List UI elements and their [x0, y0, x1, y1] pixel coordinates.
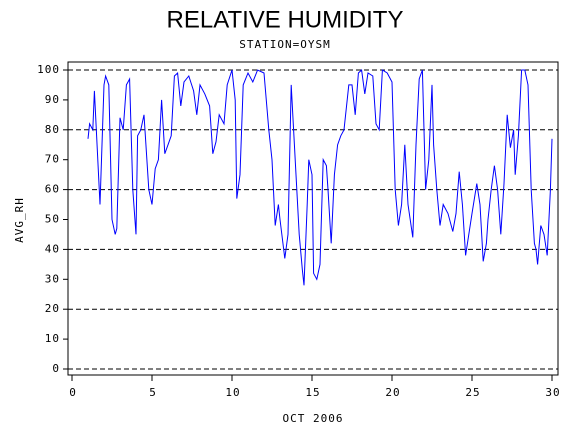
- y-tick-label: 20: [45, 302, 60, 315]
- x-tick-label: 0: [69, 386, 77, 399]
- chart-title: RELATIVE HUMIDITY: [167, 6, 404, 33]
- x-tick-label: 20: [385, 386, 400, 399]
- y-tick-label: 80: [45, 123, 60, 136]
- y-tick-label: 60: [45, 183, 60, 196]
- y-tick-label: 0: [52, 362, 60, 375]
- plot-frame: [67, 61, 559, 376]
- y-tick-label: 10: [45, 332, 60, 345]
- chart-subtitle: STATION=OYSM: [239, 38, 330, 51]
- y-tick-label: 40: [45, 242, 60, 255]
- y-tick-label: 30: [45, 272, 60, 285]
- x-tick-label: 15: [305, 386, 320, 399]
- x-tick-label: 25: [465, 386, 480, 399]
- data-line: [87, 68, 553, 286]
- x-tick-label: 10: [225, 386, 240, 399]
- y-tick-label: 70: [45, 153, 60, 166]
- x-tick-label: 30: [545, 386, 560, 399]
- y-tick-label: 90: [45, 93, 60, 106]
- x-axis-label: OCT 2006: [283, 412, 344, 425]
- y-tick-label: 50: [45, 213, 60, 226]
- x-tick-label: 5: [149, 386, 157, 399]
- y-axis-label: AVG_RH: [13, 197, 26, 243]
- y-tick-label: 100: [37, 63, 60, 76]
